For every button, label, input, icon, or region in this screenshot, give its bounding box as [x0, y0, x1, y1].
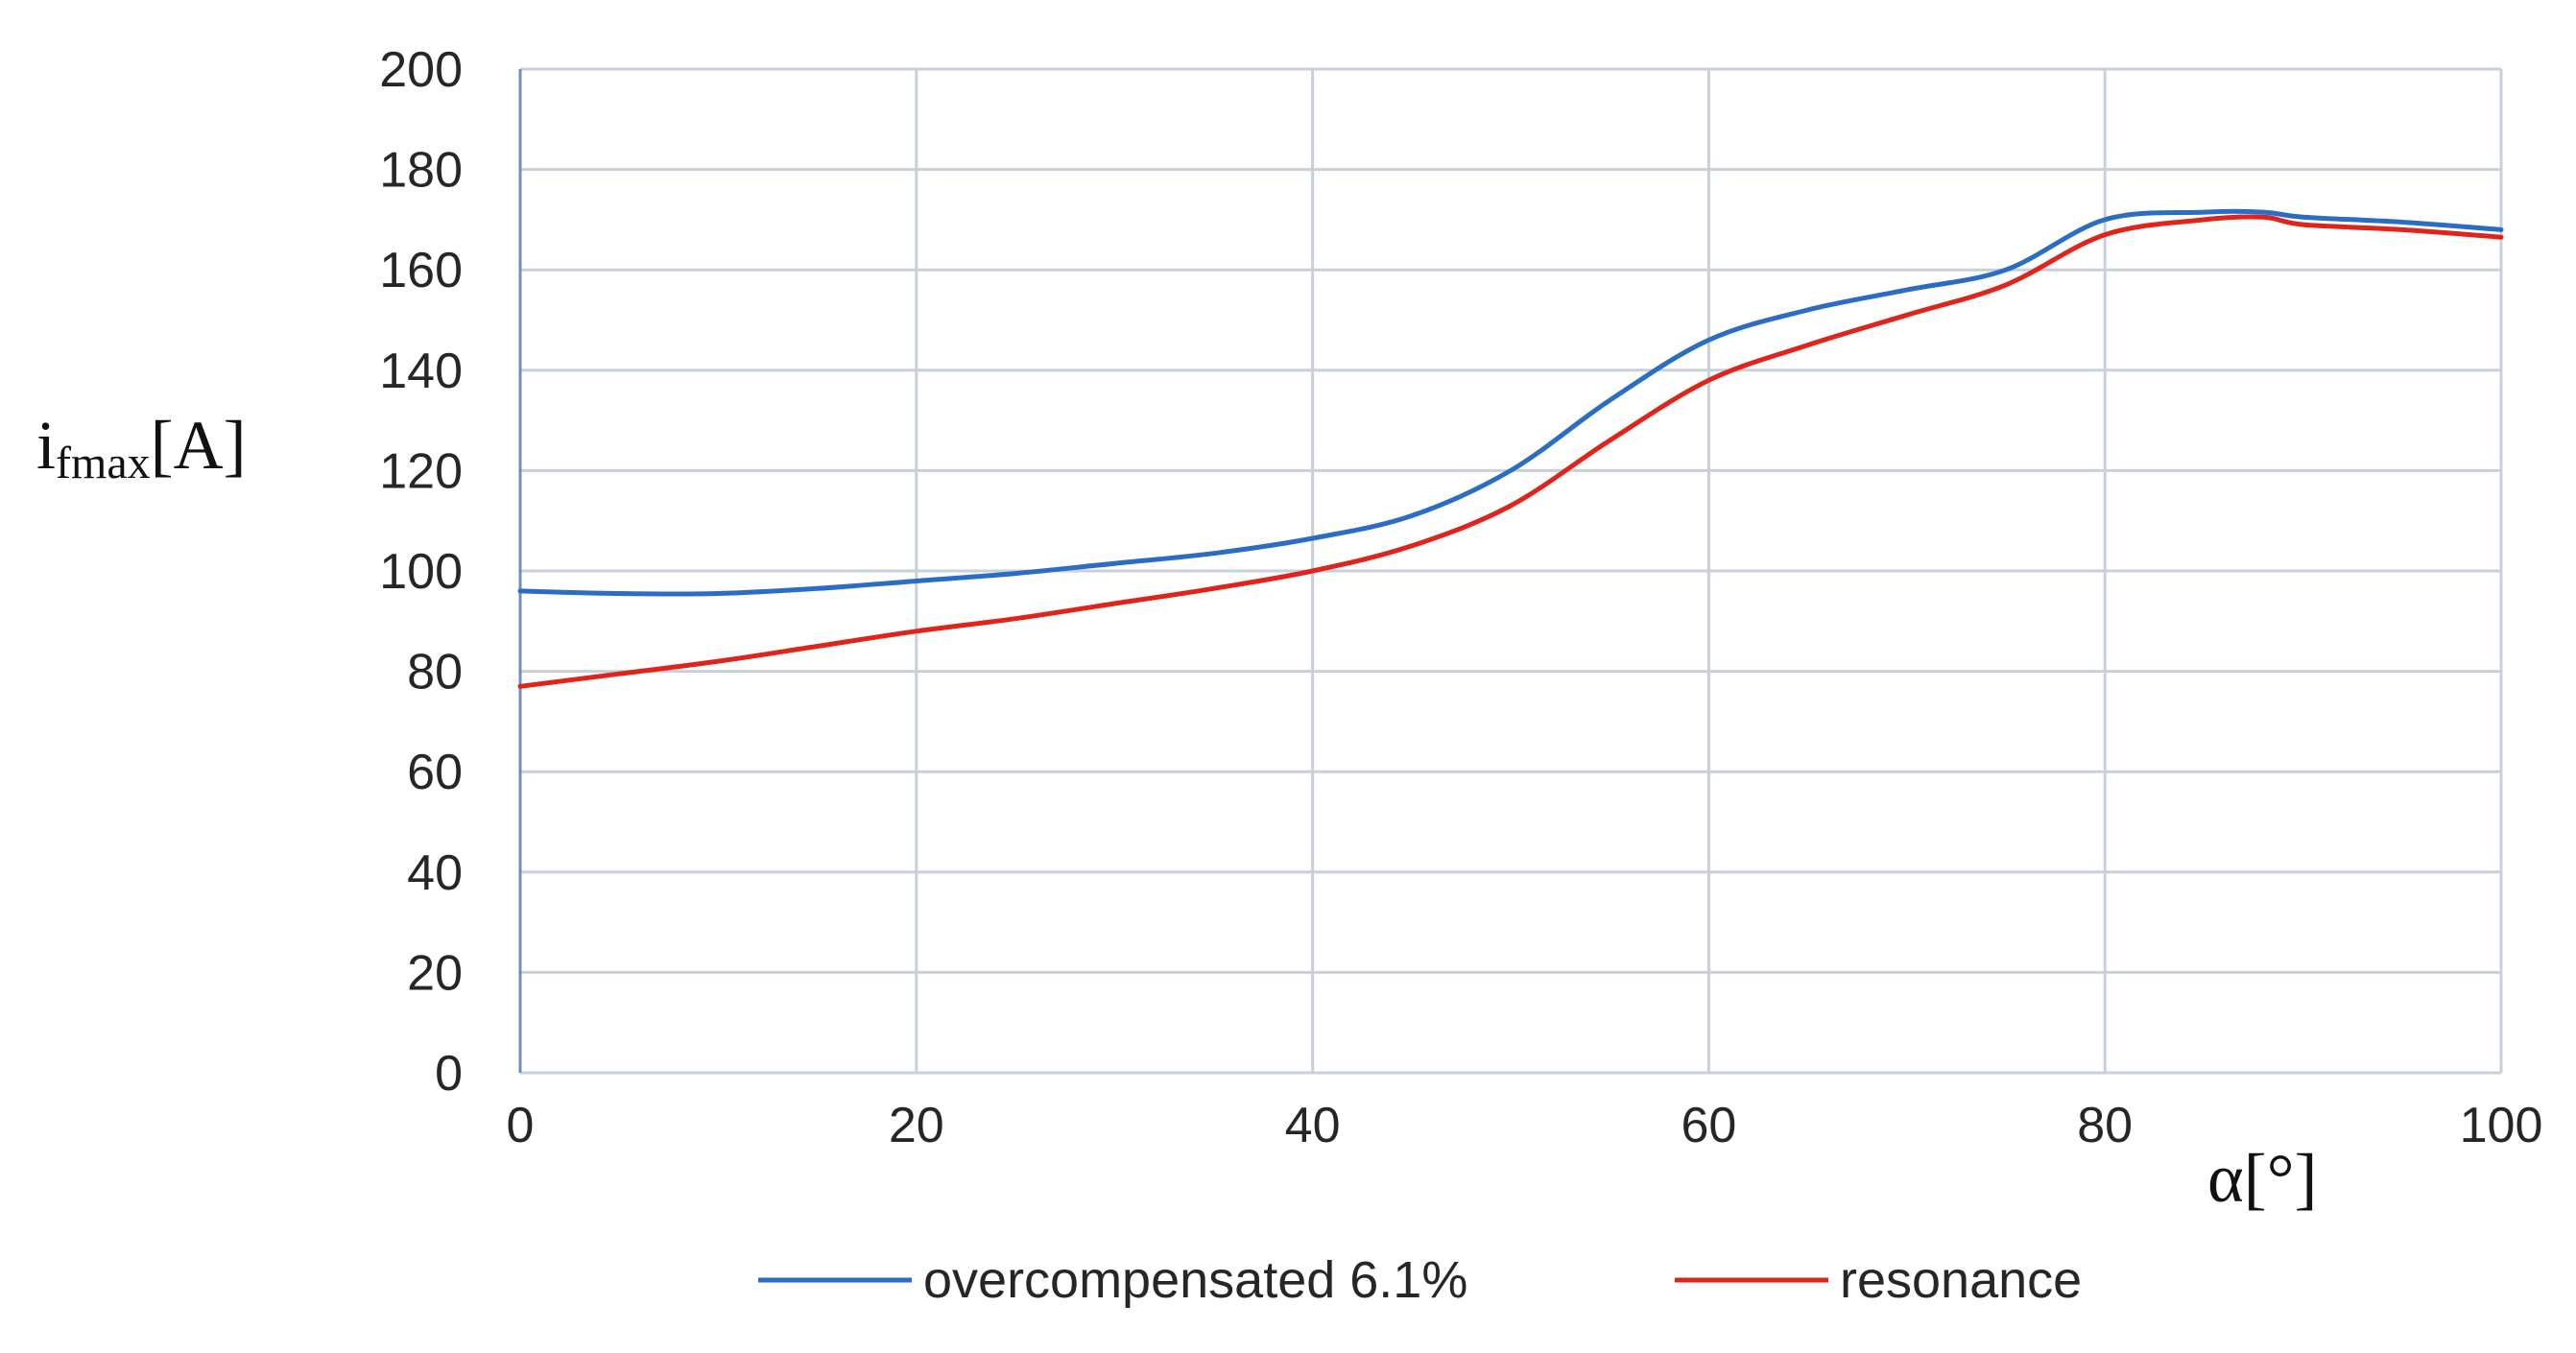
y-tick-label-40: 40 — [407, 845, 463, 901]
y-axis-title-base: i — [36, 407, 56, 484]
series-line-overcompensated — [517, 208, 2504, 597]
y-tick-label-60: 60 — [407, 745, 463, 800]
x-tick-label-40: 40 — [1285, 1098, 1341, 1153]
y-axis-title-subscript: fmax — [56, 438, 151, 488]
x-tick-label-20: 20 — [889, 1098, 944, 1153]
series-line-resonance — [517, 214, 2504, 689]
legend-label-overcompensated: overcompensated 6.1% — [923, 1251, 1467, 1309]
y-tick-label-80: 80 — [407, 645, 463, 700]
x-tick-label-100: 100 — [2460, 1098, 2543, 1153]
legend: overcompensated 6.1% resonance — [758, 1251, 2082, 1309]
legend-label-resonance: resonance — [1840, 1251, 2082, 1309]
grid-lines — [520, 67, 2503, 1073]
tick-labels: 0 20 40 60 80 100 120 140 160 180 200 0 20 40 60 80 100 — [379, 42, 2542, 1153]
y-tick-label-120: 120 — [379, 443, 463, 499]
axes — [518, 69, 2501, 1075]
y-axis-title-unit: [A] — [151, 407, 247, 484]
x-tick-label-60: 60 — [1681, 1098, 1736, 1153]
y-tick-label-160: 160 — [379, 243, 463, 298]
y-tick-label-200: 200 — [379, 42, 463, 98]
y-tick-label-100: 100 — [379, 544, 463, 600]
y-tick-label-0: 0 — [435, 1046, 463, 1102]
x-axis-title: α[°] — [2207, 1140, 2317, 1217]
y-tick-label-140: 140 — [379, 344, 463, 399]
y-axis-title: ifmax[A] — [36, 407, 247, 488]
series-layer — [517, 208, 2504, 689]
y-tick-label-180: 180 — [379, 143, 463, 199]
x-tick-label-80: 80 — [2077, 1098, 2133, 1153]
x-tick-label-0: 0 — [507, 1098, 535, 1153]
y-tick-label-20: 20 — [407, 945, 463, 1001]
